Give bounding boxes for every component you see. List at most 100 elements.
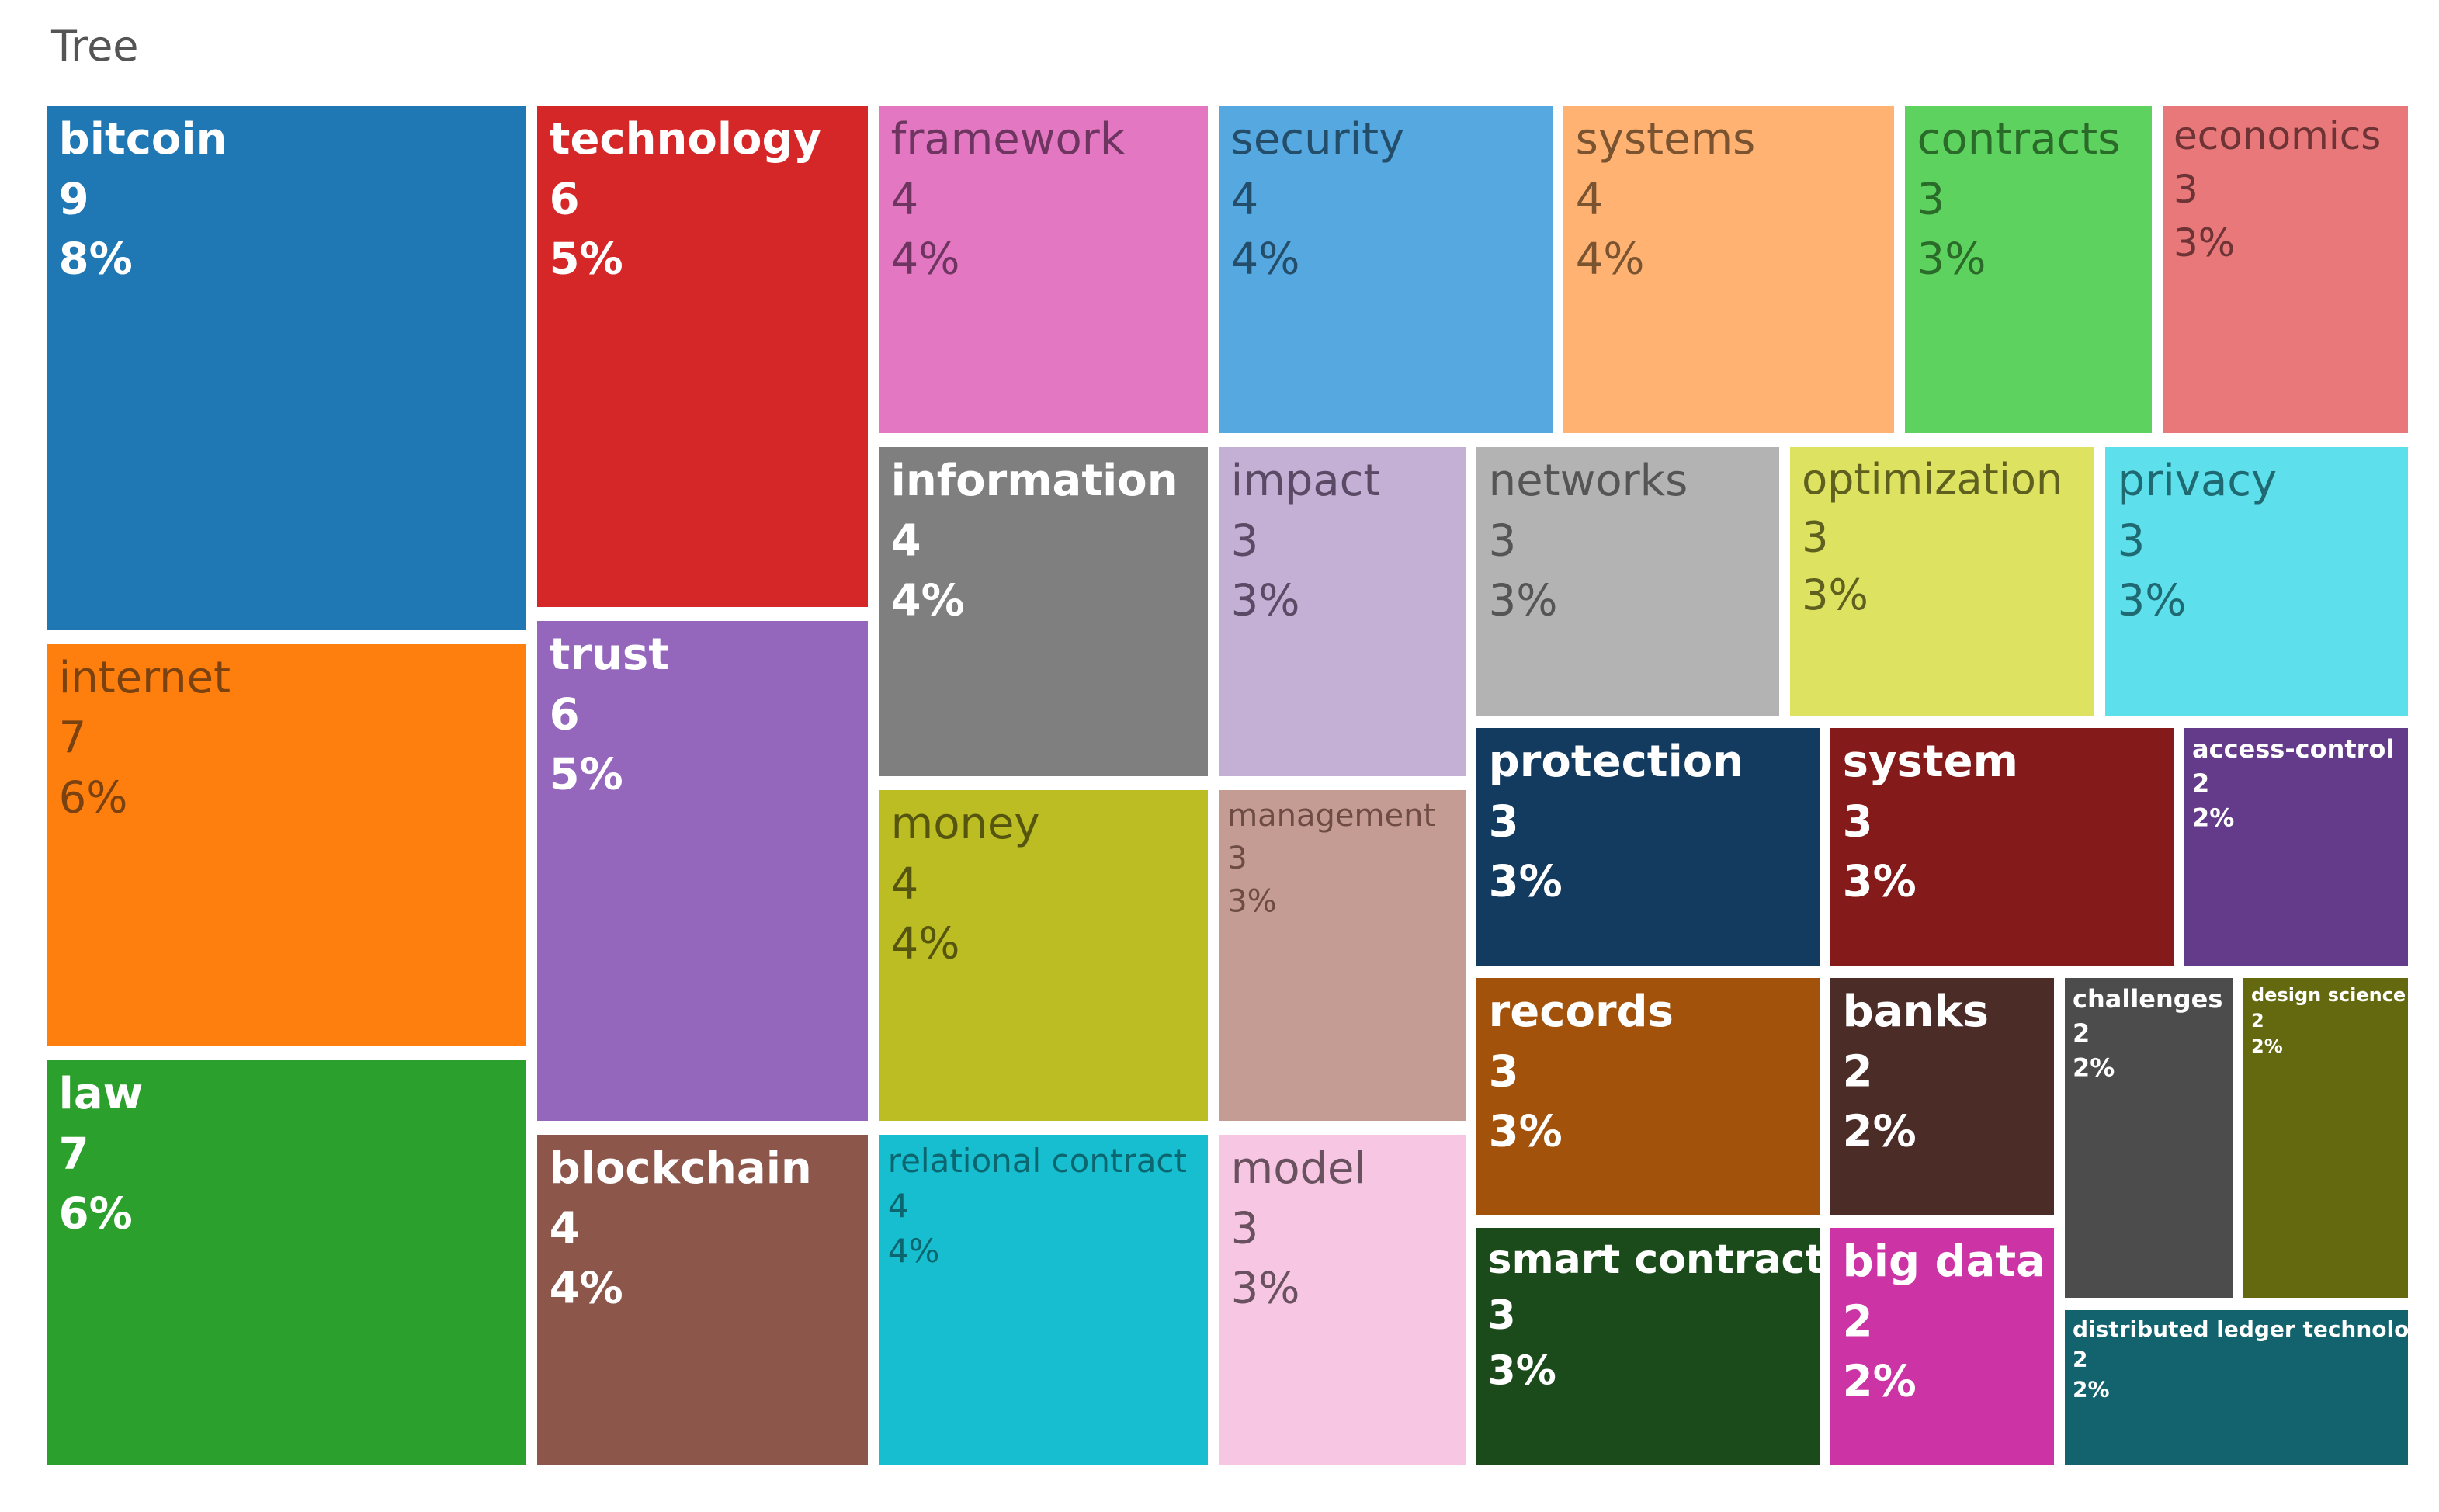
tile-label-economics: economics [2174,113,2381,158]
tile-rect-security[interactable] [1219,106,1553,433]
tile-system[interactable]: system 3 3% [1830,728,2174,966]
tile-percent-access-control: 2% [2192,803,2234,832]
tile-rect-networks[interactable] [1476,447,1779,716]
tile-rect-contracts[interactable] [1905,106,2152,433]
tile-privacy[interactable]: privacy 3 3% [2105,447,2408,716]
tile-count-big-data: 2 [1843,1296,1873,1347]
tile-label-optimization: optimization [1802,455,2063,504]
tile-impact[interactable]: impact 3 3% [1219,447,1466,776]
tile-rect-smart-contracts[interactable] [1476,1228,1820,1465]
tile-rect-access-control[interactable] [2184,728,2408,966]
tile-count-blockchain: 4 [550,1203,580,1254]
tile-rect-protection[interactable] [1476,728,1820,966]
tile-banks[interactable]: banks 2 2% [1830,978,2054,1215]
tile-rect-trust[interactable] [537,621,868,1121]
tile-count-information: 4 [891,515,921,566]
tile-label-system: system [1843,737,2018,787]
tile-percent-blockchain: 4% [550,1264,623,1314]
tile-big-data[interactable]: big data 2 2% [1830,1228,2054,1465]
tile-rect-systems[interactable] [1563,106,1894,433]
tile-rect-system[interactable] [1830,728,2174,966]
tile-economics[interactable]: economics 3 3% [2163,106,2408,433]
tile-smart-contracts[interactable]: smart contracts 3 3% [1476,1228,1848,1465]
tile-count-optimization: 3 [1802,513,1828,562]
tile-count-systems: 4 [1576,174,1604,224]
tile-count-challenges: 2 [2073,1018,2090,1048]
tile-records[interactable]: records 3 3% [1476,978,1820,1215]
tile-rect-law[interactable] [47,1060,526,1465]
tile-design-science[interactable]: design science 2 2% [2243,978,2408,1298]
tile-technology[interactable]: technology 6 5% [537,106,868,607]
tile-percent-distributed-ledger-technology: 2% [2073,1376,2110,1402]
tile-rect-big-data[interactable] [1830,1228,2054,1465]
tile-framework[interactable]: framework 4 4% [879,106,1208,433]
tile-label-information: information [891,456,1178,506]
tile-relational-contract[interactable]: relational contract 4 4% [879,1135,1208,1465]
tile-security[interactable]: security 4 4% [1219,106,1553,433]
tile-rect-technology[interactable] [537,106,868,607]
tile-rect-internet[interactable] [47,644,526,1046]
tile-label-big-data: big data [1843,1236,2045,1287]
tile-label-relational-contract: relational contract [888,1142,1187,1180]
tile-rect-optimization[interactable] [1790,447,2094,716]
tile-rect-challenges[interactable] [2065,978,2233,1298]
tile-rect-impact[interactable] [1219,447,1466,776]
tile-networks[interactable]: networks 3 3% [1476,447,1779,716]
tile-protection[interactable]: protection 3 3% [1476,728,1820,966]
tile-rect-management[interactable] [1219,790,1466,1121]
tile-count-access-control: 2 [2192,768,2209,798]
tile-rect-design-science[interactable] [2243,978,2408,1298]
tile-optimization[interactable]: optimization 3 3% [1790,447,2094,716]
tile-challenges[interactable]: challenges 2 2% [2065,978,2233,1298]
tile-access-control[interactable]: access-control 2 2% [2184,728,2408,966]
tile-blockchain[interactable]: blockchain 4 4% [537,1135,868,1465]
tile-trust[interactable]: trust 6 5% [537,621,868,1121]
tile-rect-money[interactable] [879,790,1208,1121]
tile-percent-trust: 5% [550,750,623,800]
tile-systems[interactable]: systems 4 4% [1563,106,1894,433]
tile-label-challenges: challenges [2073,984,2222,1014]
tile-percent-system: 3% [1843,857,1917,907]
tile-rect-distributed-ledger-technology[interactable] [2065,1310,2408,1465]
tile-bitcoin[interactable]: bitcoin 9 8% [47,106,526,630]
tile-percent-privacy: 3% [2118,576,2187,626]
tile-count-law: 7 [59,1129,89,1179]
tile-money[interactable]: money 4 4% [879,790,1208,1121]
tile-count-privacy: 3 [2118,515,2146,566]
tile-percent-information: 4% [891,576,965,626]
tile-percent-protection: 3% [1489,857,1563,907]
tile-law[interactable]: law 7 6% [47,1060,526,1465]
tile-percent-challenges: 2% [2073,1053,2115,1082]
tile-rect-information[interactable] [879,447,1208,776]
tile-rect-bitcoin[interactable] [47,106,526,630]
tile-contracts[interactable]: contracts 3 3% [1905,106,2152,433]
tile-rect-model[interactable] [1219,1135,1466,1465]
tile-internet[interactable]: internet 7 6% [47,644,526,1046]
tile-percent-law: 6% [59,1189,133,1240]
tile-label-money: money [891,799,1040,849]
tile-count-security: 4 [1231,174,1259,224]
tile-percent-framework: 4% [891,234,960,285]
tile-label-internet: internet [59,653,231,703]
tile-label-design-science: design science [2251,984,2406,1006]
tile-rect-economics[interactable] [2163,106,2408,433]
tile-model[interactable]: model 3 3% [1219,1135,1466,1465]
tile-percent-banks: 2% [1843,1107,1917,1157]
tile-rect-relational-contract[interactable] [879,1135,1208,1465]
tile-information[interactable]: information 4 4% [879,447,1208,776]
tile-rect-records[interactable] [1476,978,1820,1215]
tile-rect-framework[interactable] [879,106,1208,433]
tile-label-management: management [1227,798,1435,834]
tile-percent-contracts: 3% [1917,234,1986,285]
tile-label-protection: protection [1489,737,1743,787]
tile-rect-banks[interactable] [1830,978,2054,1215]
tile-rect-blockchain[interactable] [537,1135,868,1465]
tile-count-management: 3 [1227,841,1247,876]
tile-distributed-ledger-technology[interactable]: distributed ledger technology 2 2% [2065,1310,2439,1465]
tile-percent-management: 3% [1227,883,1276,919]
tile-label-blockchain: blockchain [550,1143,812,1194]
tile-management[interactable]: management 3 3% [1219,790,1466,1121]
tile-label-bitcoin: bitcoin [59,114,227,165]
tile-label-networks: networks [1489,456,1688,506]
tile-rect-privacy[interactable] [2105,447,2408,716]
